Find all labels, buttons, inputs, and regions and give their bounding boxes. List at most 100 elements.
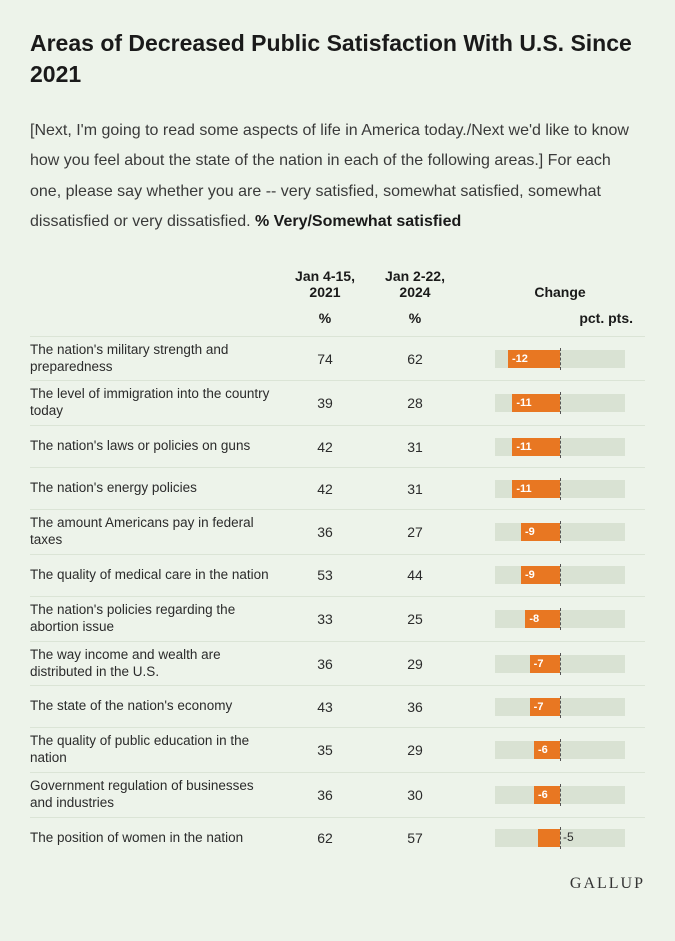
bar-track: -11 <box>495 394 625 412</box>
bar-axis <box>560 784 561 806</box>
table-row: The quality of medical care in the natio… <box>30 554 645 596</box>
value-2024: 28 <box>375 395 455 411</box>
bar-axis <box>560 827 561 849</box>
change-value: -9 <box>525 569 535 581</box>
value-2021: 53 <box>285 567 365 583</box>
unit-pct-1: % <box>285 310 365 326</box>
bar-track: -7 <box>495 698 625 716</box>
bar-track: -12 <box>495 350 625 368</box>
change-bar-cell: -9 <box>465 523 655 541</box>
table-row: The nation's policies regarding the abor… <box>30 596 645 641</box>
change-bar: -11 <box>512 394 560 412</box>
value-2024: 62 <box>375 351 455 367</box>
value-2021: 36 <box>285 656 365 672</box>
value-2021: 62 <box>285 830 365 846</box>
table-row: The nation's laws or policies on guns 42 3… <box>30 425 645 467</box>
table-row: The level of immigration into the countr… <box>30 380 645 425</box>
row-label: The nation's policies regarding the abor… <box>30 602 275 636</box>
change-bar <box>538 829 560 847</box>
bar-track: -7 <box>495 655 625 673</box>
row-label: The quality of medical care in the natio… <box>30 567 275 584</box>
footer-brand: GALLUP <box>30 875 645 893</box>
change-bar: -9 <box>521 566 560 584</box>
question-text: [Next, I'm going to read some aspects of… <box>30 116 645 238</box>
change-value: -9 <box>525 526 535 538</box>
bar-axis <box>560 608 561 630</box>
change-bar: -12 <box>508 350 560 368</box>
change-bar: -6 <box>534 741 560 759</box>
change-value: -6 <box>538 744 548 756</box>
data-table: Jan 4-15, 2021 Jan 2-22, 2024 Change % %… <box>30 262 645 859</box>
value-2021: 42 <box>285 439 365 455</box>
change-value: -6 <box>538 789 548 801</box>
table-row: The quality of public education in the n… <box>30 727 645 772</box>
bar-track: -9 <box>495 523 625 541</box>
bar-axis <box>560 564 561 586</box>
row-label: The quality of public education in the n… <box>30 733 275 767</box>
change-bar-cell: -11 <box>465 438 655 456</box>
change-bar-cell: -7 <box>465 655 655 673</box>
row-label: The amount Americans pay in federal taxe… <box>30 515 275 549</box>
column-header-2021: Jan 4-15, 2021 <box>285 268 365 300</box>
value-2024: 27 <box>375 524 455 540</box>
change-bar-cell: -5 <box>465 829 655 847</box>
table-row: The nation's energy policies 42 31 -11 <box>30 467 645 509</box>
table-row: The way income and wealth are distribute… <box>30 641 645 686</box>
value-2021: 39 <box>285 395 365 411</box>
value-2021: 33 <box>285 611 365 627</box>
row-label: Government regulation of businesses and … <box>30 778 275 812</box>
value-2024: 25 <box>375 611 455 627</box>
bar-axis <box>560 436 561 458</box>
bar-axis <box>560 392 561 414</box>
change-value: -11 <box>516 441 531 453</box>
change-bar-cell: -8 <box>465 610 655 628</box>
value-2024: 31 <box>375 481 455 497</box>
bar-axis <box>560 348 561 370</box>
change-value: -8 <box>529 613 539 625</box>
value-2024: 29 <box>375 742 455 758</box>
bar-track: -9 <box>495 566 625 584</box>
change-bar: -11 <box>512 480 560 498</box>
bar-axis <box>560 653 561 675</box>
table-row: The amount Americans pay in federal taxe… <box>30 509 645 554</box>
row-label: The nation's energy policies <box>30 480 275 497</box>
change-value: -11 <box>516 397 531 409</box>
value-2021: 42 <box>285 481 365 497</box>
value-2024: 29 <box>375 656 455 672</box>
row-label: The nation's military strength and prepa… <box>30 342 275 376</box>
value-2024: 57 <box>375 830 455 846</box>
row-label: The level of immigration into the countr… <box>30 386 275 420</box>
change-value: -7 <box>534 658 544 670</box>
change-bar-cell: -9 <box>465 566 655 584</box>
bar-track: -8 <box>495 610 625 628</box>
column-header-change: Change <box>465 284 655 300</box>
change-bar-cell: -12 <box>465 350 655 368</box>
table-unit-row: % % pct. pts. <box>30 304 645 336</box>
bar-track: -6 <box>495 786 625 804</box>
bar-axis <box>560 521 561 543</box>
value-2021: 74 <box>285 351 365 367</box>
change-bar-cell: -6 <box>465 786 655 804</box>
bar-track: -6 <box>495 741 625 759</box>
table-row: The nation's military strength and prepa… <box>30 336 645 381</box>
chart-title: Areas of Decreased Public Satisfaction W… <box>30 28 645 90</box>
change-bar: -7 <box>530 655 560 673</box>
change-bar: -11 <box>512 438 560 456</box>
change-bar: -6 <box>534 786 560 804</box>
change-bar: -9 <box>521 523 560 541</box>
value-2021: 36 <box>285 524 365 540</box>
value-2024: 31 <box>375 439 455 455</box>
bar-axis <box>560 478 561 500</box>
value-2024: 30 <box>375 787 455 803</box>
unit-pts: pct. pts. <box>465 310 655 326</box>
bar-track: -11 <box>495 480 625 498</box>
change-value: -5 <box>563 830 574 844</box>
change-value: -11 <box>516 483 531 495</box>
change-bar-cell: -7 <box>465 698 655 716</box>
table-row: The state of the nation's economy4336-7 <box>30 685 645 727</box>
change-bar-cell: -11 <box>465 480 655 498</box>
row-label: The position of women in the nation <box>30 830 275 847</box>
row-label: The nation's laws or policies on guns <box>30 438 275 455</box>
value-2021: 35 <box>285 742 365 758</box>
bar-track: -11 <box>495 438 625 456</box>
